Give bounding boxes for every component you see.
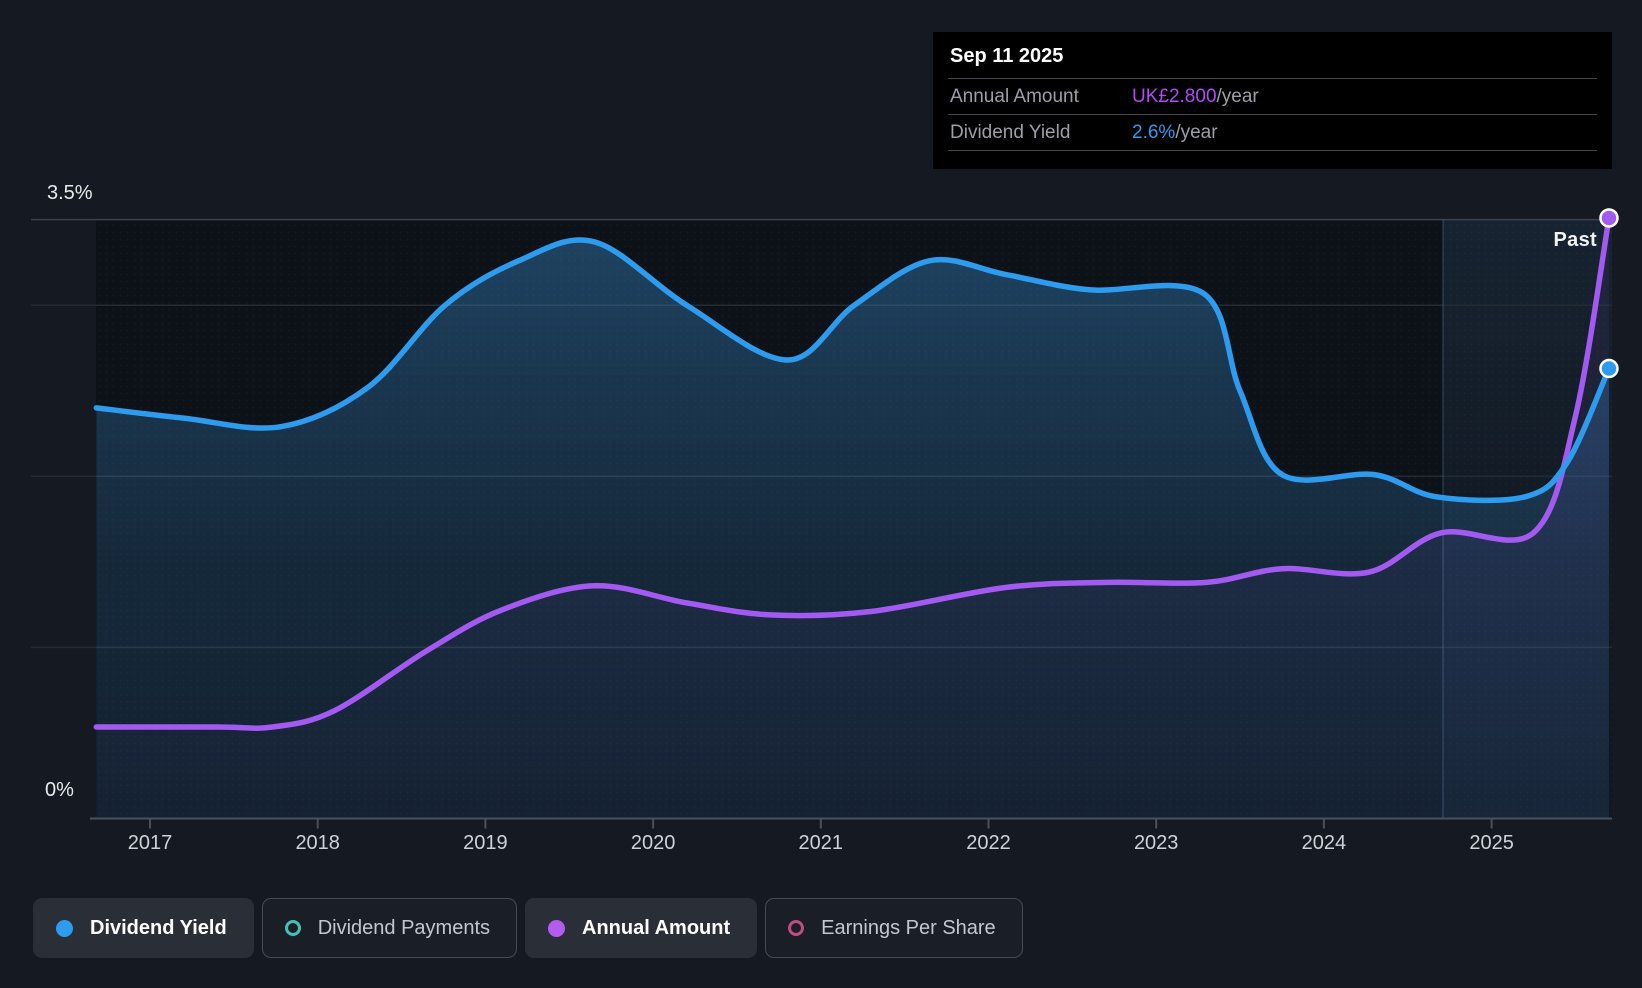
tooltip-date: Sep 11 2025: [950, 45, 1064, 67]
y-axis-label-top: 3.5%: [47, 182, 93, 204]
chart-legend: Dividend Yield Dividend Payments Annual Am…: [33, 898, 1023, 958]
tooltip-value-dividend-yield: 2.6%: [1132, 121, 1176, 143]
x-axis-label-2018: 2018: [295, 832, 340, 854]
tooltip-row-annual-amount: Annual Amount UK£2.800/year: [948, 78, 1597, 114]
x-axis-label-2024: 2024: [1301, 832, 1347, 854]
legend-label: Annual Amount: [582, 916, 731, 939]
dividend-yield-line: [93, 237, 1612, 504]
y-axis-label-zero: 0%: [45, 779, 74, 801]
x-axis-label-2023: 2023: [1133, 832, 1179, 854]
tooltip-label: Annual Amount: [950, 85, 1079, 107]
x-axis-label-2020: 2020: [630, 832, 676, 854]
earnings-per-share-marker-icon: [788, 920, 805, 936]
tooltip-label: Dividend Yield: [950, 121, 1071, 143]
dividend-payments-marker-icon: [284, 920, 301, 936]
x-axis-label-2025: 2025: [1469, 832, 1514, 854]
legend-label: Dividend Payments: [317, 916, 491, 939]
legend-button-dividend-payments[interactable]: Dividend Payments: [261, 898, 518, 958]
dividend-yield-endpoint-marker: [1599, 358, 1619, 379]
x-axis-label-2021: 2021: [798, 832, 844, 854]
x-axis-label-2022: 2022: [966, 832, 1011, 854]
tooltip-value-suffix: /year: [1216, 85, 1259, 107]
annual-amount-area: [96, 217, 1609, 819]
x-axis-label-2019: 2019: [463, 832, 508, 854]
legend-button-dividend-yield[interactable]: Dividend Yield: [33, 898, 254, 958]
x-axis-label-2017: 2017: [127, 832, 173, 854]
past-region-label: Past: [1553, 229, 1597, 251]
legend-label: Dividend Yield: [90, 916, 227, 939]
dividend-yield-marker-icon: [56, 919, 73, 937]
annual-amount-marker-icon: [548, 919, 566, 937]
tooltip-value-annual-amount: UK£2.800: [1132, 85, 1217, 107]
tooltip-row-dividend-yield: Dividend Yield 2.6%/year: [948, 114, 1597, 151]
annual-amount-endpoint-marker: [1599, 208, 1619, 228]
legend-button-annual-amount[interactable]: Annual Amount: [525, 898, 758, 958]
annual-amount-line: [93, 215, 1612, 731]
tooltip-value-suffix: /year: [1175, 121, 1218, 143]
legend-button-earnings-per-share[interactable]: Earnings Per Share: [765, 898, 1023, 958]
legend-label: Earnings Per Share: [821, 916, 996, 939]
tooltip-rows: Annual Amount UK£2.800/year Dividend Yie…: [948, 78, 1597, 151]
hover-tooltip: Sep 11 2025 Annual Amount UK£2.800/year …: [933, 32, 1612, 169]
